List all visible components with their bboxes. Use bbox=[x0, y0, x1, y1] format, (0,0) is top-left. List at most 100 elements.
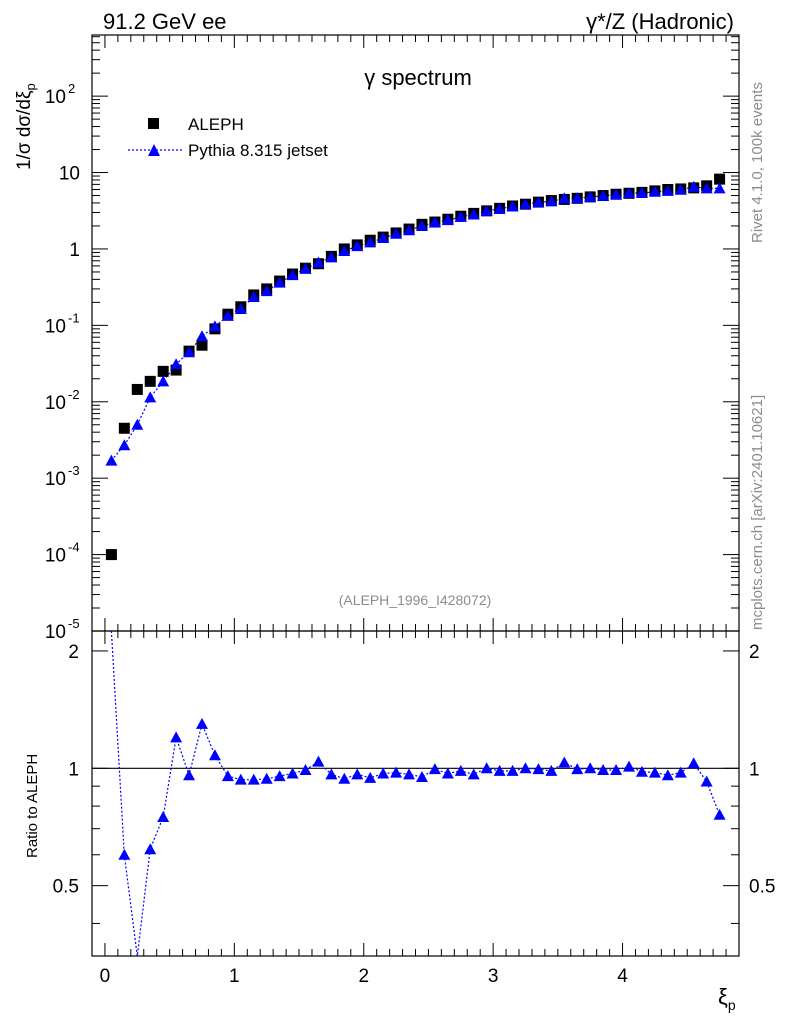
pythia-point bbox=[105, 454, 118, 466]
aleph-point bbox=[196, 339, 208, 351]
ratio-point bbox=[325, 768, 338, 780]
x-tick-label: 1 bbox=[229, 966, 240, 987]
pythia-point bbox=[661, 184, 674, 196]
pythia-point bbox=[260, 285, 273, 297]
pythia-point bbox=[286, 269, 299, 281]
ratio-point bbox=[635, 765, 648, 777]
aleph-point bbox=[118, 422, 130, 434]
ratio-tick-label-right: 1 bbox=[749, 759, 760, 780]
legend-pythia-label: Pythia 8.315 jetset bbox=[188, 141, 328, 160]
ratio-point bbox=[377, 767, 390, 779]
legend-aleph-label: ALEPH bbox=[188, 115, 244, 134]
pythia-point bbox=[713, 182, 726, 194]
x-tick-label: 4 bbox=[617, 966, 628, 987]
ratio-point bbox=[286, 767, 299, 779]
ratio-point bbox=[558, 756, 571, 768]
y-tick-label: 10 bbox=[45, 393, 66, 414]
pythia-point bbox=[687, 180, 700, 192]
pythia-point bbox=[170, 358, 183, 370]
ratio-point bbox=[428, 763, 441, 775]
x-tick-label: 0 bbox=[100, 966, 111, 987]
aleph-point bbox=[157, 365, 169, 377]
pythia-point bbox=[532, 196, 545, 208]
ratio-point bbox=[221, 770, 234, 782]
ratio-point bbox=[480, 762, 493, 774]
ratio-point bbox=[183, 769, 196, 781]
ratio-point bbox=[390, 766, 403, 778]
x-tick-label: 3 bbox=[488, 966, 499, 987]
ratio-point bbox=[571, 763, 584, 775]
ratio-point bbox=[519, 762, 532, 774]
ratio-y-axis-label: Ratio to ALEPH bbox=[24, 754, 41, 858]
pythia-point bbox=[299, 262, 312, 274]
pythia-point bbox=[597, 189, 610, 201]
ratio-series-line bbox=[110, 630, 721, 957]
pythia-point bbox=[312, 256, 325, 268]
ratio-point bbox=[415, 770, 428, 782]
ratio-point bbox=[623, 760, 636, 772]
ratio-point bbox=[247, 773, 260, 785]
ratio-point bbox=[195, 717, 208, 729]
ratio-point bbox=[118, 848, 131, 860]
pythia-point bbox=[415, 219, 428, 231]
aleph-point bbox=[170, 364, 182, 376]
pythia-point bbox=[700, 182, 713, 194]
plot-title: γ spectrum bbox=[364, 65, 472, 90]
pythia-point bbox=[195, 330, 208, 342]
pythia-point bbox=[454, 210, 467, 222]
header-right-label: γ*/Z (Hadronic) bbox=[586, 9, 734, 34]
pythia-point bbox=[623, 186, 636, 198]
pythia-point bbox=[506, 200, 519, 212]
ratio-point bbox=[312, 755, 325, 767]
pythia-point bbox=[131, 418, 144, 430]
ratio-point bbox=[467, 768, 480, 780]
x-axis-label: ξp bbox=[718, 984, 736, 1013]
ratio-point bbox=[713, 808, 726, 820]
ratio-point bbox=[299, 763, 312, 775]
ratio-point bbox=[610, 763, 623, 775]
pythia-point bbox=[635, 186, 648, 198]
pythia-point bbox=[467, 208, 480, 220]
pythia-point bbox=[571, 192, 584, 204]
ratio-point bbox=[208, 749, 221, 761]
ratio-plot-frame bbox=[91, 630, 740, 957]
ratio-point bbox=[441, 767, 454, 779]
ratio-point bbox=[454, 764, 467, 776]
pythia-point bbox=[351, 240, 364, 252]
pythia-point bbox=[480, 204, 493, 216]
aleph-point bbox=[144, 375, 156, 387]
y-tick-exponent: -3 bbox=[68, 463, 80, 478]
ratio-point bbox=[403, 768, 416, 780]
pythia-point bbox=[519, 198, 532, 210]
y-tick-label: 10 bbox=[45, 469, 66, 490]
ratio-point bbox=[687, 757, 700, 769]
aleph-point bbox=[131, 383, 143, 395]
ratio-point bbox=[506, 764, 519, 776]
ratio-tick-label-left: 1 bbox=[68, 759, 79, 780]
pythia-point bbox=[403, 224, 416, 236]
ratio-point bbox=[157, 811, 170, 823]
rivet-version-label: Rivet 4.1.0, 100k events bbox=[749, 82, 766, 243]
pythia-point bbox=[273, 276, 286, 288]
y-tick-exponent: -1 bbox=[68, 310, 80, 325]
pythia-point bbox=[584, 190, 597, 202]
ratio-point bbox=[364, 771, 377, 783]
ratio-point bbox=[234, 773, 247, 785]
y-tick-exponent: -4 bbox=[68, 540, 80, 555]
pythia-point bbox=[377, 232, 390, 244]
x-tick-label: 2 bbox=[358, 966, 369, 987]
y-tick-label: 10 bbox=[59, 164, 80, 185]
pythia-point bbox=[545, 195, 558, 207]
pythia-point bbox=[390, 227, 403, 239]
ratio-tick-label-left: 2 bbox=[68, 642, 79, 663]
ratio-point bbox=[351, 768, 364, 780]
ratio-point bbox=[260, 772, 273, 784]
pythia-point bbox=[183, 346, 196, 358]
ratio-point bbox=[493, 764, 506, 776]
pythia-point bbox=[441, 214, 454, 226]
y-axis-label: 1/σ dσ/dξp bbox=[14, 83, 38, 170]
pythia-point bbox=[558, 192, 571, 204]
legend-pythia-marker bbox=[148, 144, 160, 156]
